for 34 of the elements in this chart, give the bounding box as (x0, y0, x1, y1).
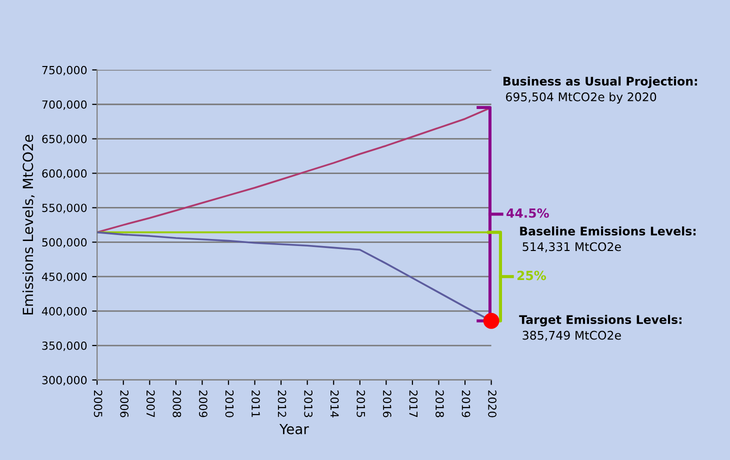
y-tick-label: 300,000 (42, 376, 87, 386)
y-tick-label: 350,000 (42, 341, 87, 352)
text: Baseline Emissions Levels: 514,331 MtCO2e (520, 226, 696, 252)
x-tick-label: 2006 (120, 390, 129, 418)
y-axis-title: Emissions Levels, MtCO2e (22, 134, 35, 314)
x-tick-label: 2018 (436, 390, 444, 418)
x-tick-label: 2005 (94, 390, 102, 417)
y-tick-label: 500,000 (42, 238, 87, 248)
x-tick-label: 2011 (252, 390, 260, 417)
x-tick-label: 2015 (356, 390, 366, 417)
x-tick-label: 2017 (409, 390, 418, 418)
y-tick-label: 700,000 (42, 100, 87, 110)
x-tick-label: 2009 (198, 390, 208, 418)
x-tick-label: 2020 (488, 390, 496, 418)
x-tick-label: 2007 (146, 390, 155, 418)
y-tick-label: 600,000 (42, 169, 87, 179)
line-series (97, 106, 492, 234)
x-tick-label: 2012 (278, 390, 286, 417)
text: Target Emissions Levels: 385,749 MtCO2e (519, 314, 682, 341)
text: 25% (517, 270, 546, 280)
x-tick-label: 2014 (330, 390, 339, 418)
x-tick-label: 2016 (382, 390, 392, 418)
y-tick-label: 400,000 (42, 307, 87, 317)
y-tick-label: 750,000 (42, 66, 87, 76)
y-tick-label: 450,000 (42, 272, 87, 282)
x-axis-title: Year (279, 424, 309, 434)
text: Business as Usual Projection: 695,504 MtCO2e by 2020 (503, 76, 697, 104)
text: 44.5% (506, 208, 549, 218)
y-tick-label: 550,000 (42, 204, 87, 214)
x-tick-label: 2010 (225, 390, 234, 418)
y-tick-label: 650,000 (42, 134, 87, 144)
x-tick-label: 2008 (172, 390, 182, 418)
x-tick-label: 2013 (304, 390, 313, 418)
x-tick-label: 2019 (462, 390, 470, 418)
